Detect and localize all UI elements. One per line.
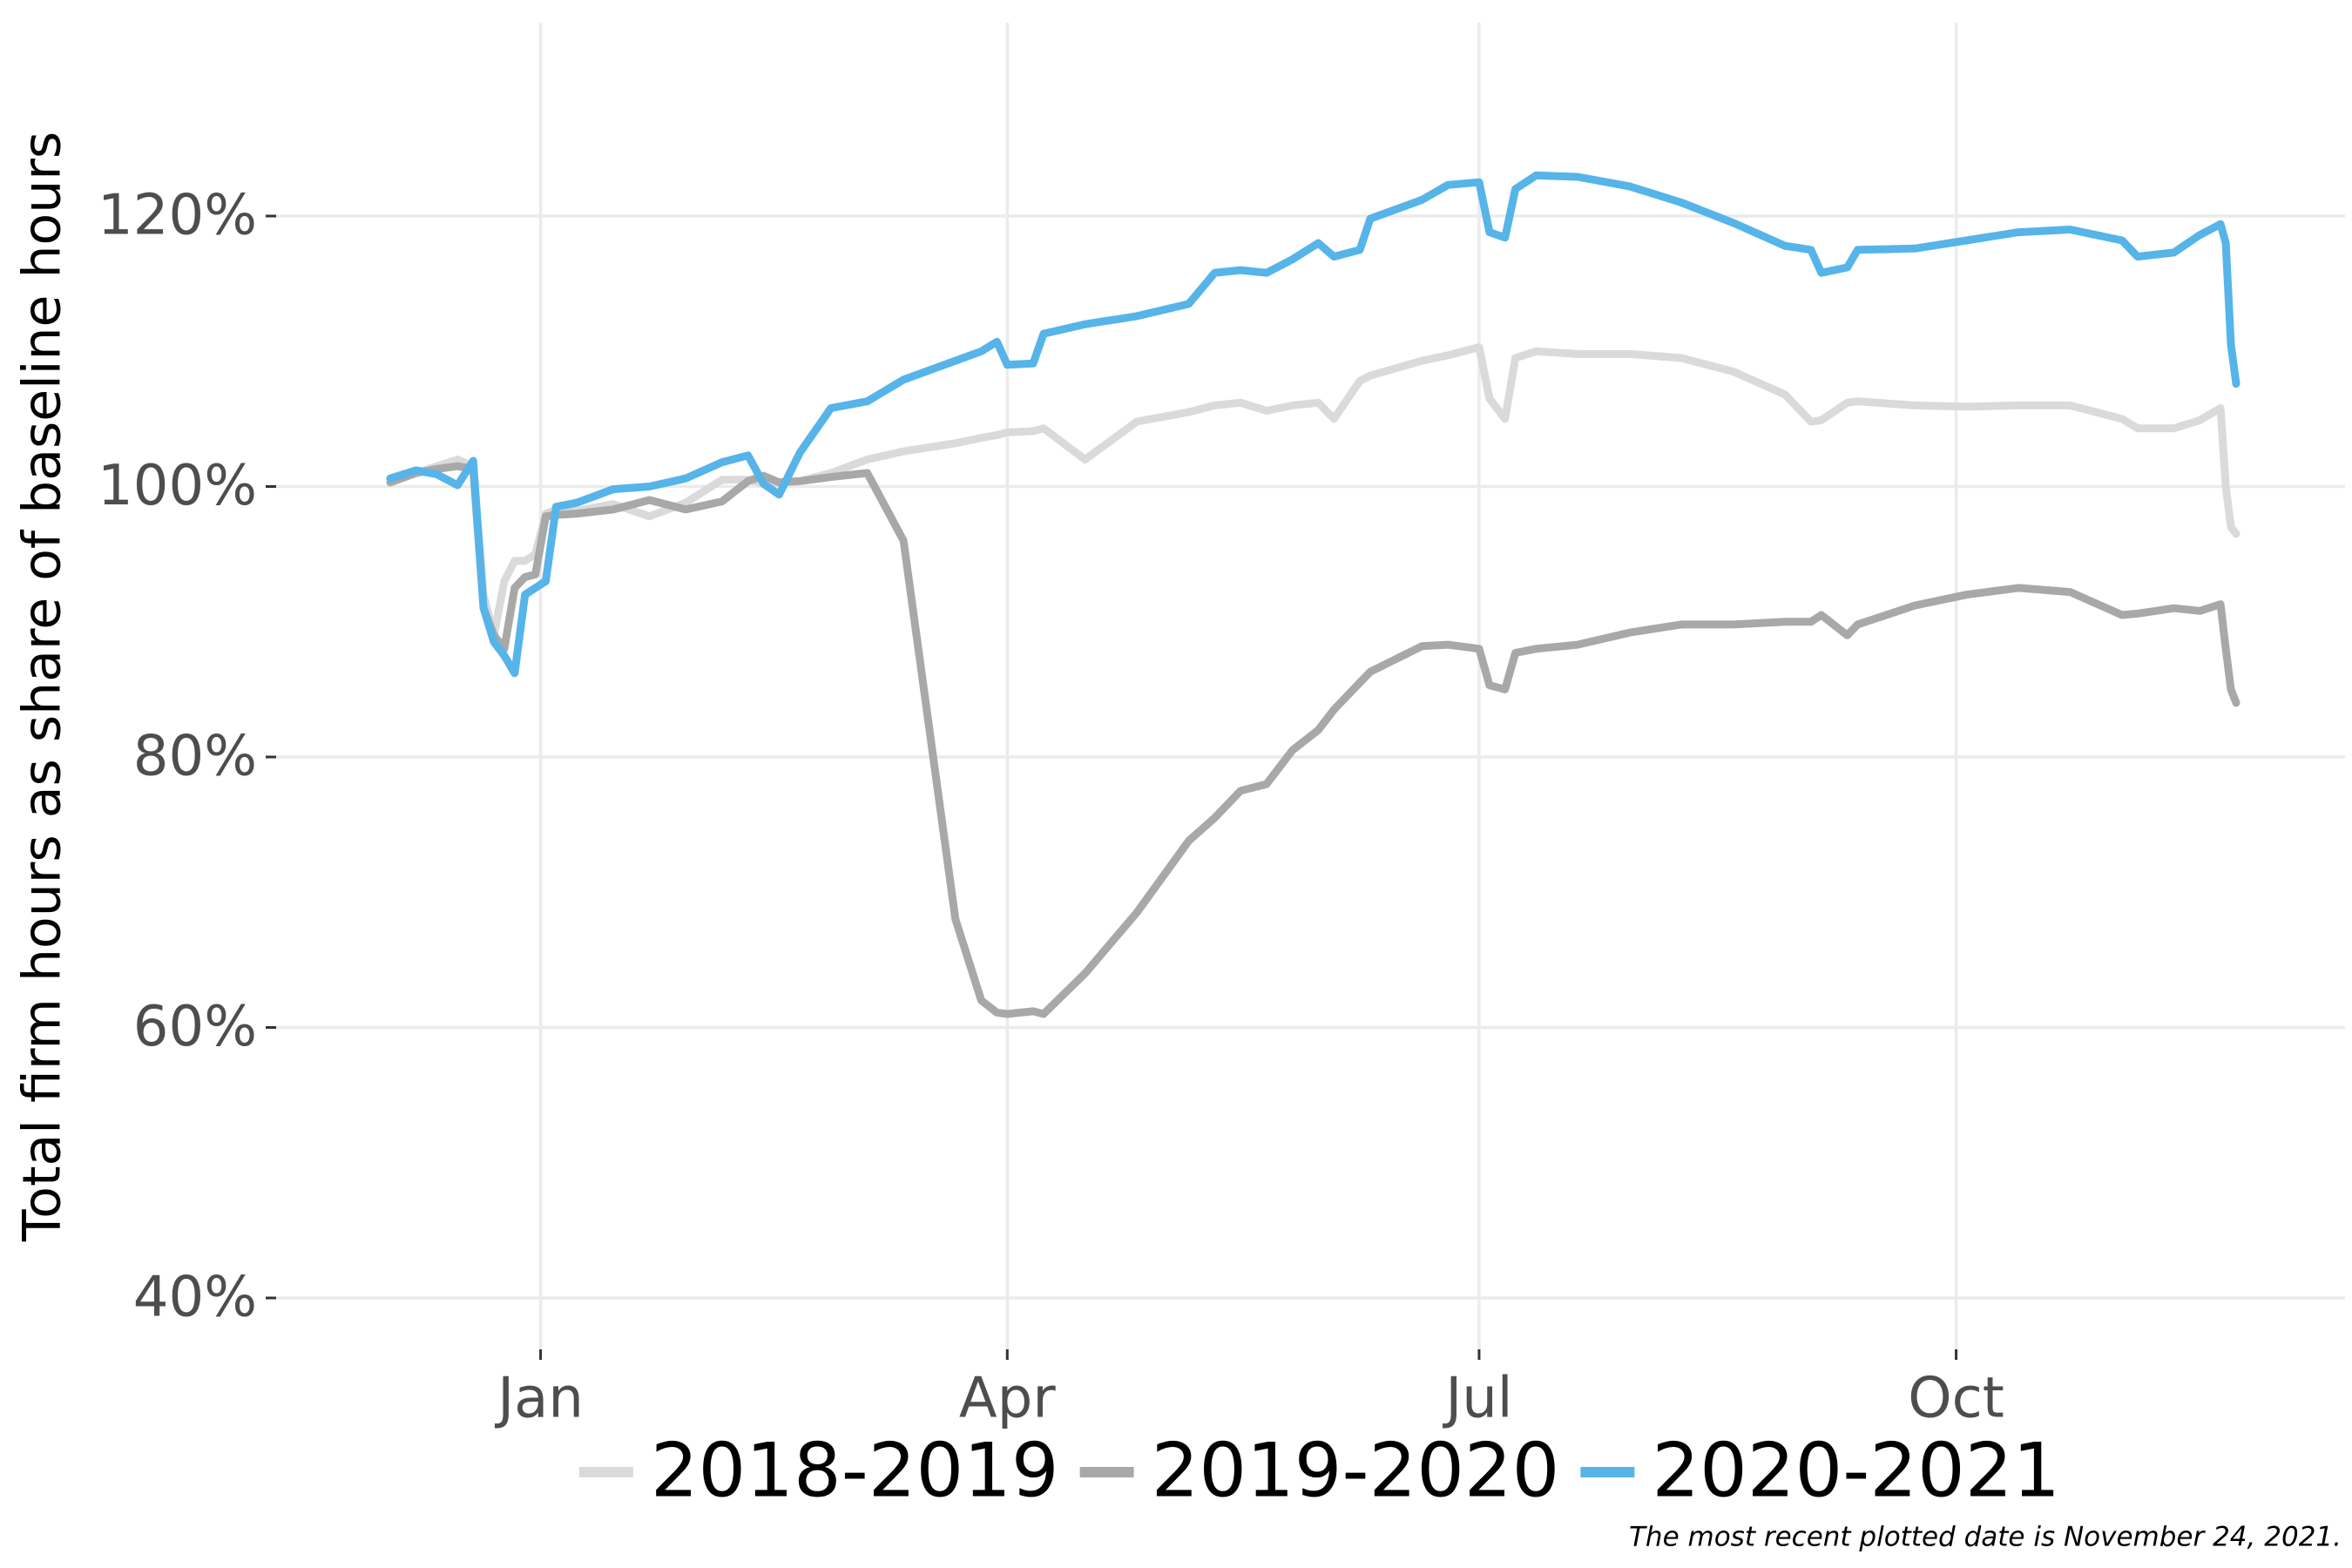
- grid: [276, 23, 2345, 1349]
- legend-label: 2019-2020: [1152, 1427, 1560, 1514]
- ticks: 40% 60% 80% 100% 120% Jan Apr Jul Oct: [98, 184, 2004, 1431]
- caption: The most recent plotted date is November…: [1629, 1522, 2342, 1553]
- x-tick-label: Apr: [959, 1367, 1056, 1431]
- legend-label: 2020-2021: [1652, 1427, 2060, 1514]
- x-tick-label: Jul: [1442, 1367, 1512, 1431]
- y-tick-label: 120%: [98, 184, 257, 248]
- series-line: [386, 171, 2240, 678]
- y-tick-label: 100%: [98, 454, 257, 518]
- x-tick-label: Jan: [494, 1367, 584, 1431]
- y-axis-title: Total firm hours as share of baseline ho…: [12, 132, 73, 1242]
- series-line: [386, 343, 2240, 639]
- y-tick-label: 60%: [133, 995, 257, 1059]
- y-tick-label: 40%: [133, 1266, 257, 1330]
- x-tick-label: Oct: [1908, 1367, 2004, 1431]
- series-line: [386, 462, 2240, 1018]
- y-tick-label: 80%: [133, 725, 257, 789]
- legend-label: 2018-2019: [651, 1427, 1059, 1514]
- legend: 2018-2019 2019-2020 2020-2021: [578, 1427, 2060, 1514]
